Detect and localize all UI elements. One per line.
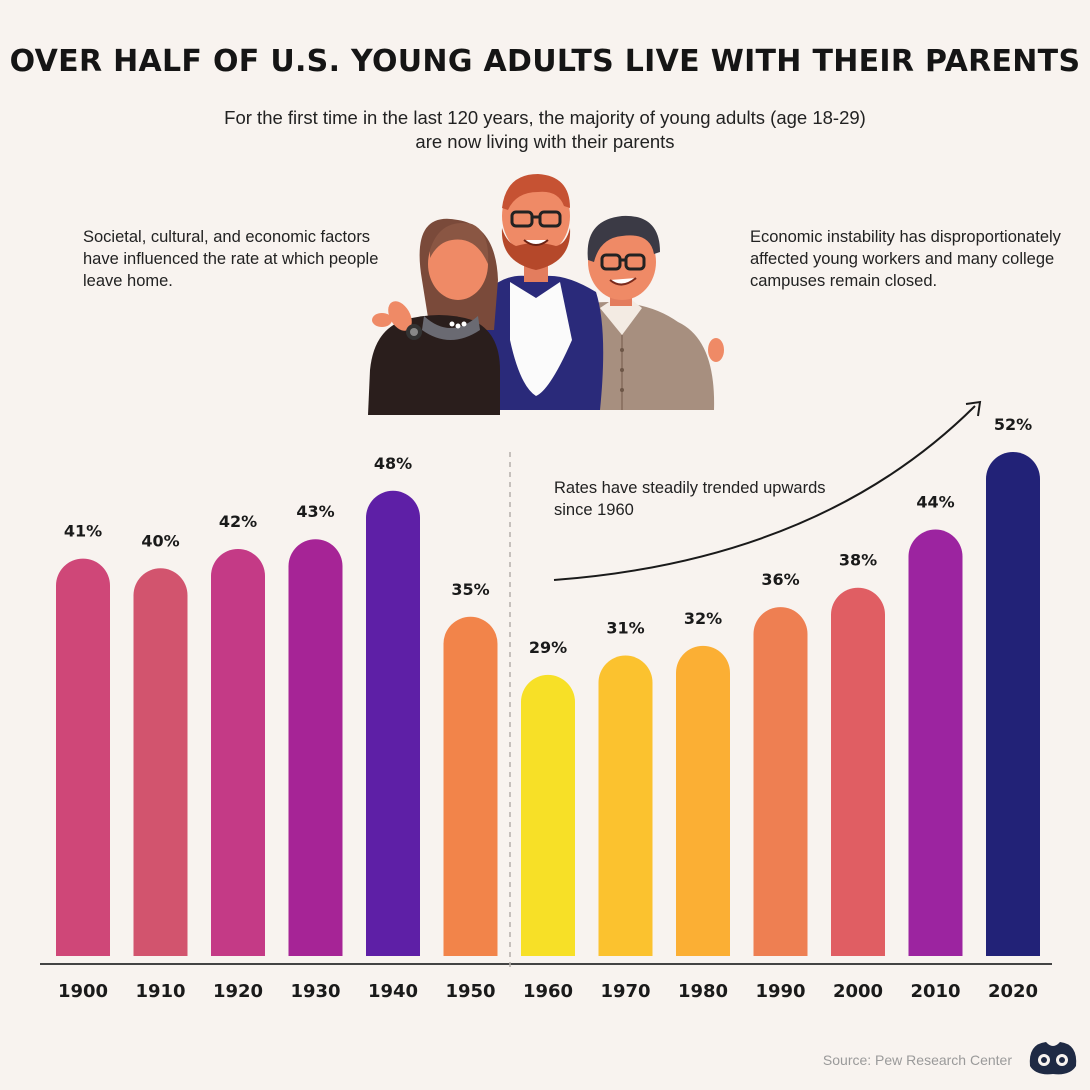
data-label-1970: 31% <box>606 619 644 638</box>
x-tick-1900: 1900 <box>58 981 108 1002</box>
data-label-2010: 44% <box>916 493 954 512</box>
bar-1980 <box>676 645 730 956</box>
bar-2020 <box>986 452 1040 956</box>
bar-1900 <box>56 558 110 956</box>
trend-arrow-head <box>965 400 982 417</box>
data-label-1950: 35% <box>451 580 489 599</box>
bar-2000 <box>831 587 885 956</box>
x-tick-2000: 2000 <box>833 981 883 1002</box>
subtitle-line-1: For the first time in the last 120 years… <box>224 107 866 128</box>
source-credit: Source: Pew Research Center <box>822 1052 1012 1068</box>
trend-arrow-icon <box>553 405 976 581</box>
data-labels-layer: 41% 40% 42% 43% 48% 35% 29% 31% 32% 36% 38% 44% 52% <box>64 415 1032 657</box>
x-tick-1920: 1920 <box>213 981 263 1002</box>
subtitle-line-2: are now living with their parents <box>415 131 675 152</box>
x-tick-1990: 1990 <box>755 981 805 1002</box>
data-label-1930: 43% <box>296 502 334 521</box>
x-tick-1980: 1980 <box>678 981 728 1002</box>
data-label-1940: 48% <box>374 454 412 473</box>
data-label-1910: 40% <box>141 531 179 550</box>
bars-layer <box>56 452 1040 956</box>
x-tick-1960: 1960 <box>523 981 573 1002</box>
data-label-2000: 38% <box>839 551 877 570</box>
bar-2010 <box>908 529 963 956</box>
data-label-1900: 41% <box>64 522 102 541</box>
x-tick-labels-layer: 1900 1910 1920 1930 1940 1950 1960 1970 1980 1990… <box>58 981 1038 1002</box>
data-label-1980: 32% <box>684 609 722 628</box>
bar-1990 <box>753 607 808 956</box>
page-title: OVER HALF OF U.S. YOUNG ADULTS LIVE WITH… <box>9 44 1081 79</box>
bar-1970 <box>598 655 653 956</box>
bar-1910 <box>133 568 188 956</box>
x-tick-1910: 1910 <box>135 981 185 1002</box>
bar-1960 <box>521 674 575 956</box>
note-right: Economic instability has disproportionat… <box>750 228 1061 290</box>
data-label-1960: 29% <box>529 638 567 657</box>
x-tick-2020: 2020 <box>988 981 1038 1002</box>
x-tick-1970: 1970 <box>600 981 650 1002</box>
note-left: Societal, cultural, and economic factors… <box>83 228 379 290</box>
note-trend: Rates have steadily trended upwards sinc… <box>554 479 826 519</box>
data-label-2020: 52% <box>994 415 1032 434</box>
data-label-1990: 36% <box>761 570 799 589</box>
x-tick-2010: 2010 <box>910 981 960 1002</box>
bar-1940 <box>366 490 420 956</box>
bar-1930 <box>288 539 343 956</box>
bar-1950 <box>443 616 498 956</box>
subtitle: For the first time in the last 120 years… <box>145 106 945 154</box>
family-illustration <box>368 174 724 415</box>
x-tick-1940: 1940 <box>368 981 418 1002</box>
x-tick-1950: 1950 <box>445 981 495 1002</box>
bar-1920 <box>211 548 265 956</box>
x-tick-1930: 1930 <box>290 981 340 1002</box>
logo-icon <box>1029 1042 1077 1075</box>
data-label-1920: 42% <box>219 512 257 531</box>
